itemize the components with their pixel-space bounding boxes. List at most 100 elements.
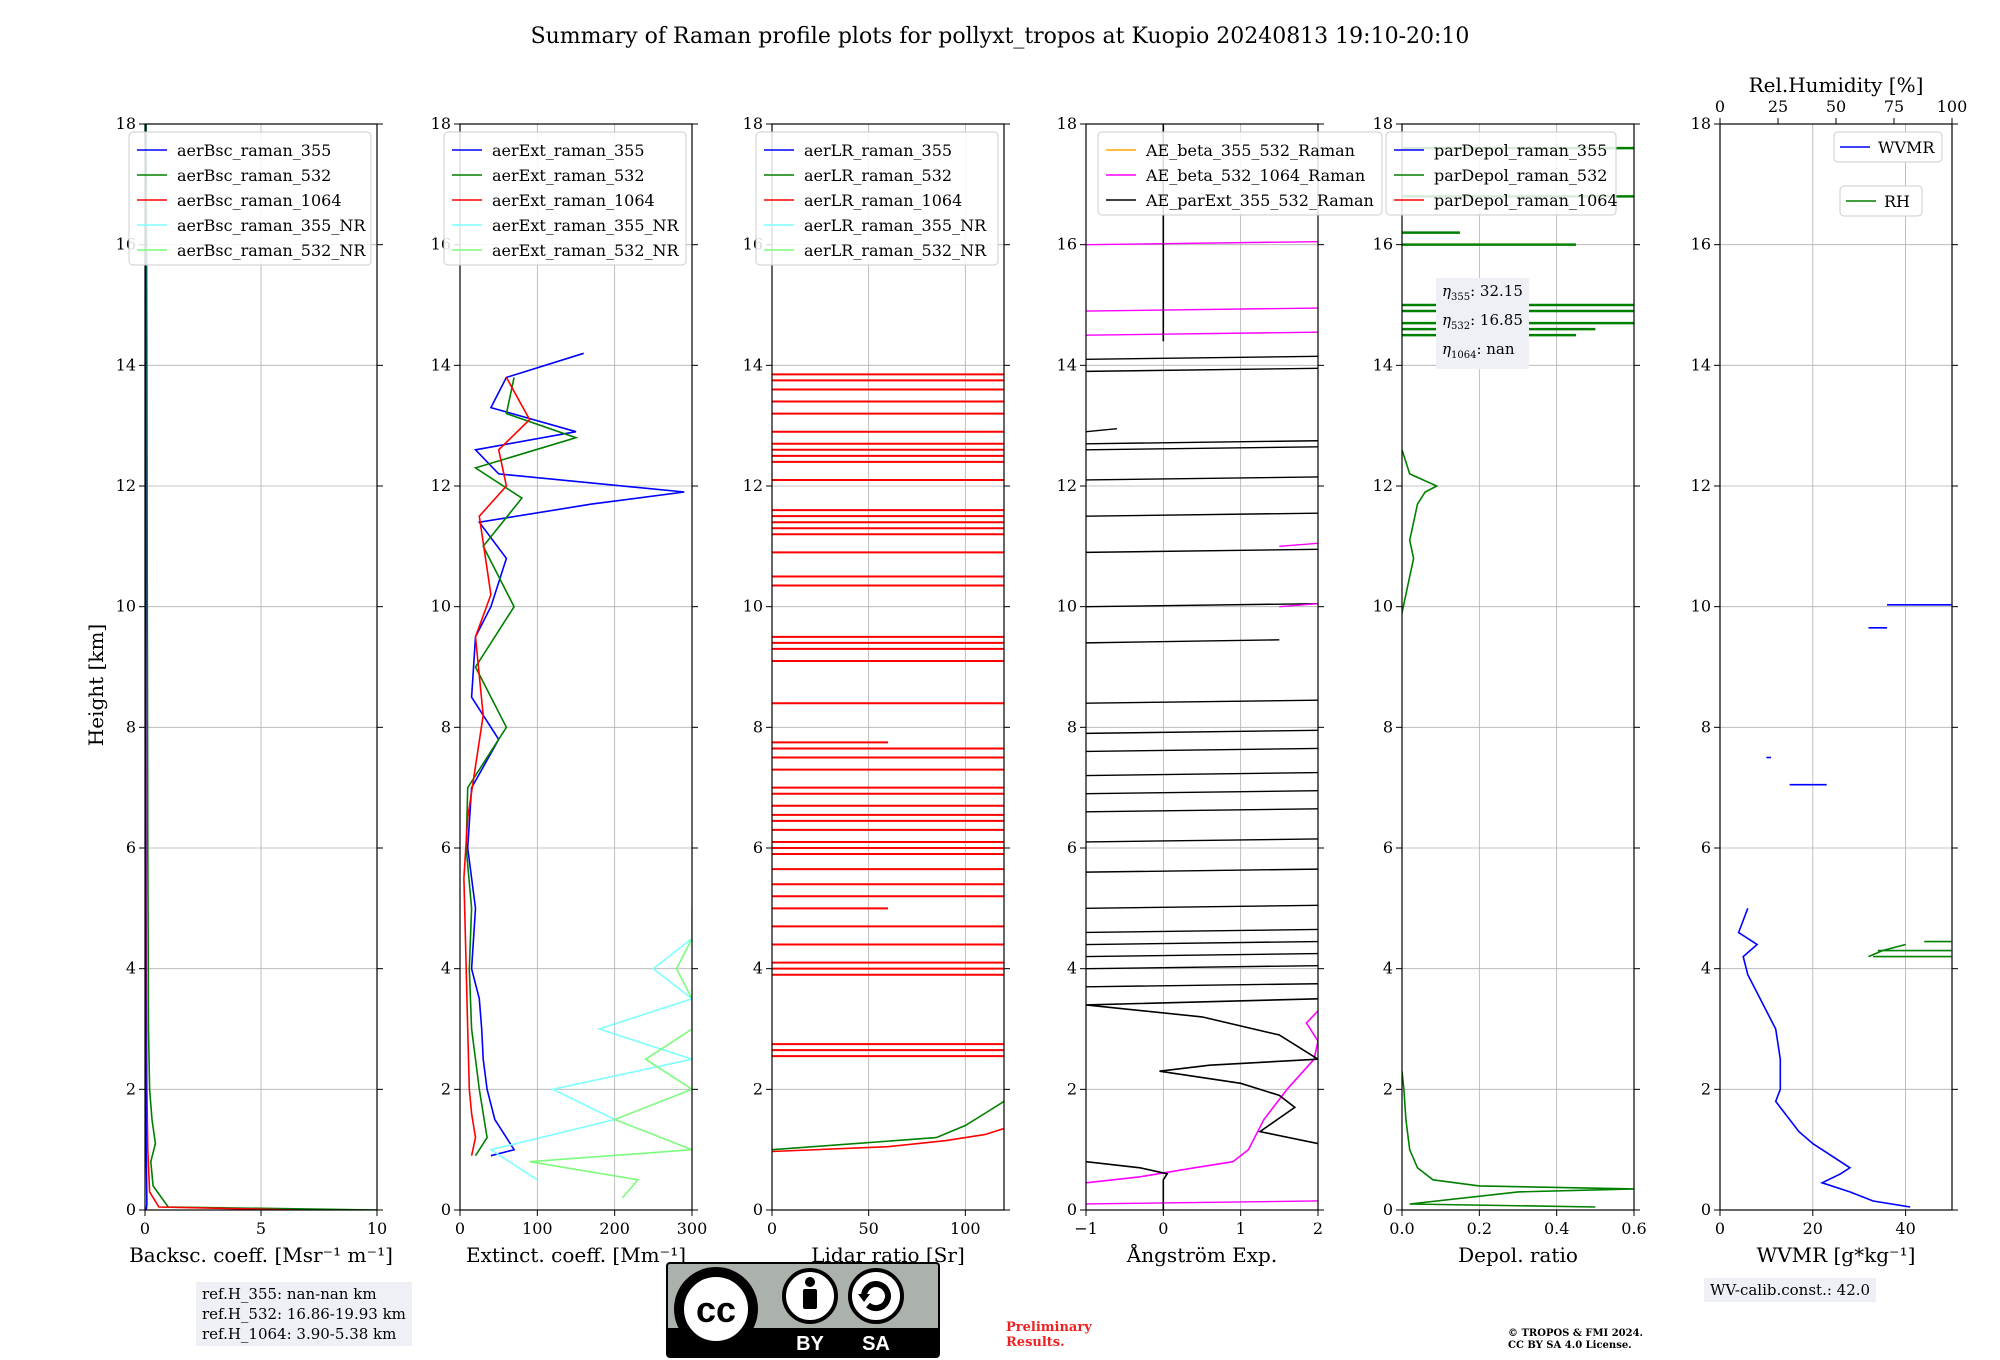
x-tick-label-1: 50 xyxy=(858,1219,878,1238)
ae-black-step-1 xyxy=(1086,964,1318,970)
y-tick-label-4: 8 xyxy=(1383,717,1393,736)
x-tick-label-0: −1 xyxy=(1074,1219,1098,1238)
preliminary-note: Preliminary Results. xyxy=(1006,1320,1092,1350)
y-tick-label-3: 6 xyxy=(441,838,451,857)
x-axis-label-depol: Depol. ratio xyxy=(1458,1243,1578,1267)
y-tick-label-9: 18 xyxy=(431,114,451,133)
y-tick-label-8: 16 xyxy=(1691,235,1711,254)
legend-label-3: aerLR_raman_355_NR xyxy=(804,216,987,235)
plot-area-ae xyxy=(1086,124,1318,1210)
legend-rh: RH xyxy=(1839,185,1923,217)
y-tick-label-5: 10 xyxy=(743,597,763,616)
ae-black-step-4 xyxy=(1086,928,1318,934)
ae-black-step-15 xyxy=(1086,602,1318,608)
x-tick-label-0: 0.0 xyxy=(1389,1219,1414,1238)
y-tick-label-2: 4 xyxy=(441,959,451,978)
plot-area-lr xyxy=(772,373,1004,1153)
y-tick-label-0: 0 xyxy=(126,1200,136,1219)
ae-black-step-6 xyxy=(1086,868,1318,873)
axes-frame-depol xyxy=(1401,123,1635,1211)
x-tick-label-2: 0.4 xyxy=(1544,1219,1569,1238)
axes-frame-lr xyxy=(771,123,1005,1211)
eta-355: η355: 32.15 xyxy=(1442,282,1523,303)
y-tick-label-6: 12 xyxy=(1373,476,1393,495)
y-tick-label-4: 8 xyxy=(441,717,451,736)
x-tick-label-1: 100 xyxy=(522,1219,553,1238)
legend-label: RH xyxy=(1884,192,1910,211)
axes-frame-ae xyxy=(1085,123,1319,1211)
legend-label-0: parDepol_raman_355 xyxy=(1434,141,1607,160)
ae-black-step-11 xyxy=(1086,747,1318,753)
top-x-tick-label-0: 0 xyxy=(1715,97,1725,116)
ae-black-step-9 xyxy=(1086,789,1318,795)
y-tick-label-6: 12 xyxy=(743,476,763,495)
y-tick-label-0: 0 xyxy=(441,1200,451,1219)
y-tick-label-6: 12 xyxy=(1057,476,1077,495)
series-aerbsc-raman-355 xyxy=(145,124,148,1210)
legend-label-1: aerLR_raman_532 xyxy=(804,166,952,185)
series-aerbsc-raman-1064 xyxy=(145,124,296,1210)
y-tick-label-1: 2 xyxy=(1701,1079,1711,1098)
legend-box xyxy=(755,131,999,266)
series-aerext-raman-355 xyxy=(466,352,685,1157)
series-ae-beta-532-1064-raman xyxy=(1086,1010,1318,1184)
ae-black-step-7 xyxy=(1086,838,1318,843)
legend-label-2: aerLR_raman_1064 xyxy=(804,191,962,210)
series-pardepol-raman-532-b xyxy=(1402,449,1439,613)
legend-ext: aerExt_raman_355 aerExt_raman_532 aerExt_r… xyxy=(443,131,687,266)
ae-black-step-2 xyxy=(1086,952,1318,958)
x-tick-label-1: 20 xyxy=(1803,1219,1823,1238)
y-tick-label-2: 4 xyxy=(1067,959,1077,978)
ae-black-step-5 xyxy=(1086,904,1318,910)
y-tick-label-3: 6 xyxy=(753,838,763,857)
y-tick-label-5: 10 xyxy=(1691,597,1711,616)
y-tick-label-5: 10 xyxy=(431,597,451,616)
y-tick-label-2: 4 xyxy=(753,959,763,978)
cc-text: cc xyxy=(696,1289,736,1330)
ae-black-step-14 xyxy=(1086,639,1280,644)
eta-box: η355: 32.15 η532: 16.85 η1064: nan xyxy=(1436,278,1529,369)
y-tick-label-4: 8 xyxy=(126,717,136,736)
x-tick-label-0: 0 xyxy=(455,1219,465,1238)
x-tick-label-2: 100 xyxy=(950,1219,981,1238)
y-tick-label-9: 18 xyxy=(1057,114,1077,133)
top-x-tick-label-1: 25 xyxy=(1768,97,1788,116)
ae-black-step-20 xyxy=(1086,440,1318,445)
series-aerext-raman-355-nr xyxy=(488,908,692,1181)
panel-wv: 0 20 40 0 2 4 6 8 10 12 14 16 18 WVMR [g*kg⁻¹] 0 25 50 75… xyxy=(1691,73,1968,1267)
y-axis-label: Height [km] xyxy=(84,624,108,746)
sa-text: SA xyxy=(862,1333,890,1355)
x-tick-label-1: 0.2 xyxy=(1467,1219,1492,1238)
figure-title: Summary of Raman profile plots for polly… xyxy=(531,24,1470,49)
ref-height-1064: ref.H_1064: 3.90-5.38 km xyxy=(202,1325,397,1343)
ae-black-step-17 xyxy=(1086,512,1318,517)
cc-by-sa-logo: cc BY SA xyxy=(666,1262,940,1358)
y-tick-label-6: 12 xyxy=(116,476,136,495)
x-tick-label-3: 2 xyxy=(1313,1219,1323,1238)
x-axis-label-ae: Ångström Exp. xyxy=(1126,1242,1277,1267)
y-tick-label-6: 12 xyxy=(431,476,451,495)
x-axis-label-wv: WVMR [g*kg⁻¹] xyxy=(1757,1243,1916,1267)
y-tick-label-1: 2 xyxy=(126,1079,136,1098)
y-tick-label-7: 14 xyxy=(116,355,136,374)
top-x-axis-label: Rel.Humidity [%] xyxy=(1749,73,1924,97)
ae-magenta-step-2 xyxy=(1279,542,1318,548)
legend-label-2: AE_parExt_355_532_Raman xyxy=(1145,191,1374,210)
legend-label-1: aerExt_raman_532 xyxy=(492,166,645,185)
x-tick-label-0: 0 xyxy=(767,1219,777,1238)
series-pardepol-raman-532 xyxy=(1402,1071,1634,1208)
series-aerbsc-raman-532 xyxy=(145,124,377,1210)
series-ae-parext-355-532-raman xyxy=(1086,1160,1169,1210)
x-tick-label-0: 0 xyxy=(140,1219,150,1238)
y-tick-label-2: 4 xyxy=(126,959,136,978)
y-tick-label-4: 8 xyxy=(1067,717,1077,736)
y-tick-label-7: 14 xyxy=(743,355,763,374)
ae-magenta-step-0 xyxy=(1086,1200,1318,1205)
y-tick-label-1: 2 xyxy=(1067,1079,1077,1098)
ae-black-step-19 xyxy=(1086,446,1318,451)
ref-heights-box: ref.H_355: nan-nan km ref.H_532: 16.86-1… xyxy=(196,1282,412,1346)
ae-black-step-8 xyxy=(1086,808,1318,813)
y-tick-label-9: 18 xyxy=(1691,114,1711,133)
